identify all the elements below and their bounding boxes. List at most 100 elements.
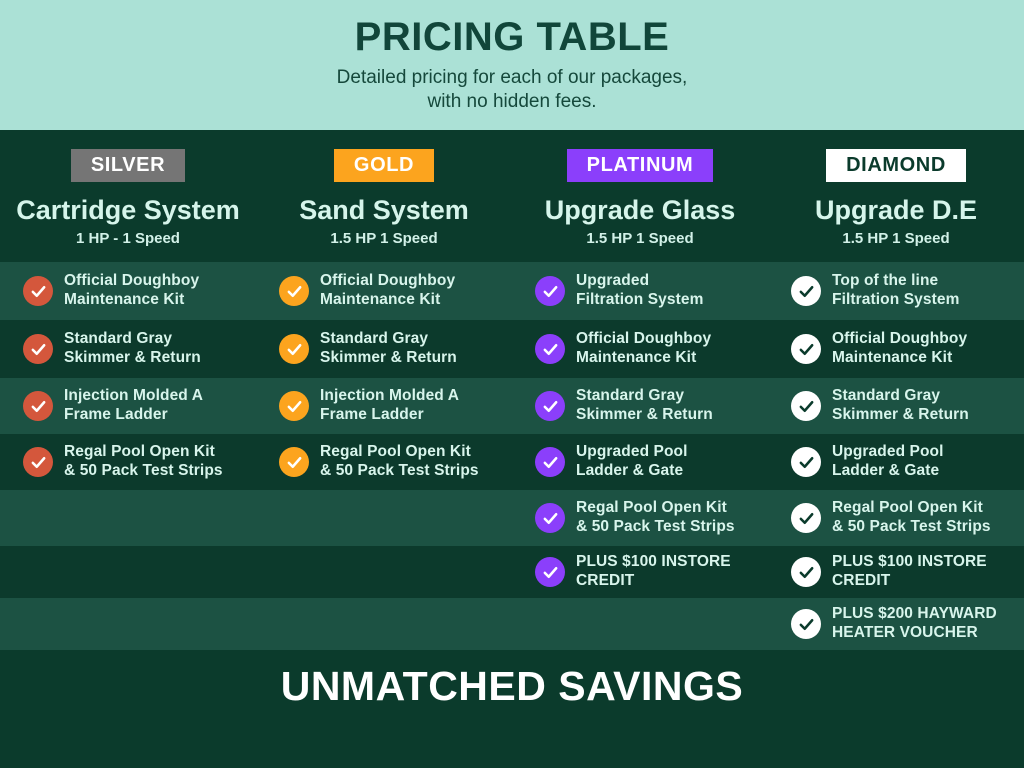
feature-row: Official Doughboy Maintenance Kit Official… — [0, 262, 1024, 320]
check-icon — [23, 276, 53, 306]
plan-badge-diamond[interactable]: DIAMOND — [826, 149, 966, 182]
feature-cell-empty — [256, 490, 512, 546]
page-title: PRICING TABLE — [354, 15, 670, 59]
feature-rows: Official Doughboy Maintenance Kit Official… — [0, 262, 1024, 650]
feature-cell: Standard Gray Skimmer & Return — [256, 320, 512, 378]
check-icon — [279, 276, 309, 306]
plan-badge-gold[interactable]: GOLD — [333, 149, 435, 182]
check-icon — [279, 391, 309, 421]
feature-row: Injection Molded A Frame Ladder Injection … — [0, 378, 1024, 434]
feature-label: Upgraded Pool Ladder & Gate — [832, 443, 944, 479]
feature-cell-empty — [0, 598, 256, 650]
feature-label: PLUS $100 INSTORE CREDIT — [576, 553, 731, 589]
feature-label: Official Doughboy Maintenance Kit — [576, 330, 712, 366]
feature-label: Standard Gray Skimmer & Return — [832, 387, 969, 423]
plan-spec: 1.5 HP 1 Speed — [586, 229, 694, 247]
plan-spec: 1.5 HP 1 Speed — [330, 229, 438, 247]
plan-badge-platinum[interactable]: PLATINUM — [566, 149, 714, 182]
feature-cell: Official Doughboy Maintenance Kit — [256, 262, 512, 320]
feature-label: PLUS $100 INSTORE CREDIT — [832, 553, 987, 589]
feature-cell: Injection Molded A Frame Ladder — [0, 378, 256, 434]
feature-label: Regal Pool Open Kit & 50 Pack Test Strips — [320, 443, 479, 479]
plan-spec: 1.5 HP 1 Speed — [842, 229, 950, 247]
plan-spec: 1 HP - 1 Speed — [76, 229, 180, 247]
feature-cell-empty — [256, 546, 512, 598]
check-icon — [535, 276, 565, 306]
column-header-diamond: DIAMOND Upgrade D.E 1.5 HP 1 Speed — [768, 130, 1024, 262]
feature-cell: Top of the line Filtration System — [768, 262, 1024, 320]
pricing-table: SILVER Cartridge System 1 HP - 1 Speed GOLD… — [0, 130, 1024, 768]
feature-cell: Upgraded Pool Ladder & Gate — [512, 434, 768, 490]
feature-cell: Standard Gray Skimmer & Return — [0, 320, 256, 378]
feature-label: Regal Pool Open Kit & 50 Pack Test Strips — [832, 499, 991, 535]
feature-label: Upgraded Pool Ladder & Gate — [576, 443, 688, 479]
plan-title: Sand System — [299, 195, 469, 225]
feature-label: Injection Molded A Frame Ladder — [64, 387, 203, 423]
check-icon — [535, 334, 565, 364]
feature-label: Official Doughboy Maintenance Kit — [64, 272, 200, 308]
check-icon — [791, 391, 821, 421]
column-header-silver: SILVER Cartridge System 1 HP - 1 Speed — [0, 130, 256, 262]
check-icon — [279, 334, 309, 364]
feature-cell: Upgraded Filtration System — [512, 262, 768, 320]
page-subtitle-line-1: Detailed pricing for each of our package… — [336, 67, 688, 88]
feature-row: PLUS $200 HAYWARD HEATER VOUCHER — [0, 598, 1024, 650]
check-icon — [791, 557, 821, 587]
check-icon — [791, 276, 821, 306]
check-icon — [791, 609, 821, 639]
check-icon — [791, 334, 821, 364]
feature-cell: Standard Gray Skimmer & Return — [768, 378, 1024, 434]
page-subtitle-line-2: with no hidden fees. — [427, 90, 597, 112]
feature-label: Injection Molded A Frame Ladder — [320, 387, 459, 423]
feature-cell-empty — [0, 546, 256, 598]
check-icon — [535, 503, 565, 533]
feature-row: PLUS $100 INSTORE CREDIT PLUS $100 INSTORE… — [0, 546, 1024, 598]
table-footer: UNMATCHED SAVINGS — [0, 650, 1024, 768]
feature-row: Standard Gray Skimmer & Return Standard Gr… — [0, 320, 1024, 378]
feature-cell: Official Doughboy Maintenance Kit — [0, 262, 256, 320]
feature-cell: PLUS $100 INSTORE CREDIT — [768, 546, 1024, 598]
plan-badge-silver[interactable]: SILVER — [70, 149, 186, 182]
check-icon — [23, 447, 53, 477]
feature-cell: PLUS $200 HAYWARD HEATER VOUCHER — [768, 598, 1024, 650]
check-icon — [23, 391, 53, 421]
feature-label: Standard Gray Skimmer & Return — [64, 330, 201, 366]
feature-label: PLUS $200 HAYWARD HEATER VOUCHER — [832, 605, 997, 641]
plan-title: Cartridge System — [16, 195, 240, 225]
check-icon — [23, 334, 53, 364]
feature-cell: Upgraded Pool Ladder & Gate — [768, 434, 1024, 490]
plan-title: Upgrade D.E — [814, 195, 978, 225]
check-icon — [535, 557, 565, 587]
feature-label: Upgraded Filtration System — [576, 272, 704, 308]
feature-row: Regal Pool Open Kit & 50 Pack Test Strips… — [0, 490, 1024, 546]
page-subtitle: Detailed pricing for each of our package… — [337, 66, 688, 114]
feature-cell: PLUS $100 INSTORE CREDIT — [512, 546, 768, 598]
column-header-row: SILVER Cartridge System 1 HP - 1 Speed GOLD… — [0, 130, 1024, 262]
feature-cell-empty — [256, 598, 512, 650]
plan-title: Upgrade Glass — [544, 195, 736, 225]
check-icon — [791, 503, 821, 533]
feature-cell: Injection Molded A Frame Ladder — [256, 378, 512, 434]
feature-label: Official Doughboy Maintenance Kit — [832, 330, 968, 366]
check-icon — [791, 447, 821, 477]
check-icon — [279, 447, 309, 477]
check-icon — [535, 447, 565, 477]
feature-cell-empty — [0, 490, 256, 546]
feature-cell: Regal Pool Open Kit & 50 Pack Test Strips — [512, 490, 768, 546]
feature-cell: Official Doughboy Maintenance Kit — [512, 320, 768, 378]
footer-headline: UNMATCHED SAVINGS — [280, 663, 744, 709]
feature-cell: Official Doughboy Maintenance Kit — [768, 320, 1024, 378]
feature-cell-empty — [512, 598, 768, 650]
page-header-banner: PRICING TABLE Detailed pricing for each … — [0, 0, 1024, 130]
feature-label: Regal Pool Open Kit & 50 Pack Test Strips — [576, 499, 735, 535]
column-header-platinum: PLATINUM Upgrade Glass 1.5 HP 1 Speed — [512, 130, 768, 262]
column-header-gold: GOLD Sand System 1.5 HP 1 Speed — [256, 130, 512, 262]
feature-cell: Standard Gray Skimmer & Return — [512, 378, 768, 434]
feature-row: Regal Pool Open Kit & 50 Pack Test Strips… — [0, 434, 1024, 490]
feature-label: Regal Pool Open Kit & 50 Pack Test Strips — [64, 443, 223, 479]
check-icon — [535, 391, 565, 421]
feature-label: Top of the line Filtration System — [832, 272, 960, 308]
feature-label: Standard Gray Skimmer & Return — [320, 330, 457, 366]
feature-cell: Regal Pool Open Kit & 50 Pack Test Strips — [0, 434, 256, 490]
